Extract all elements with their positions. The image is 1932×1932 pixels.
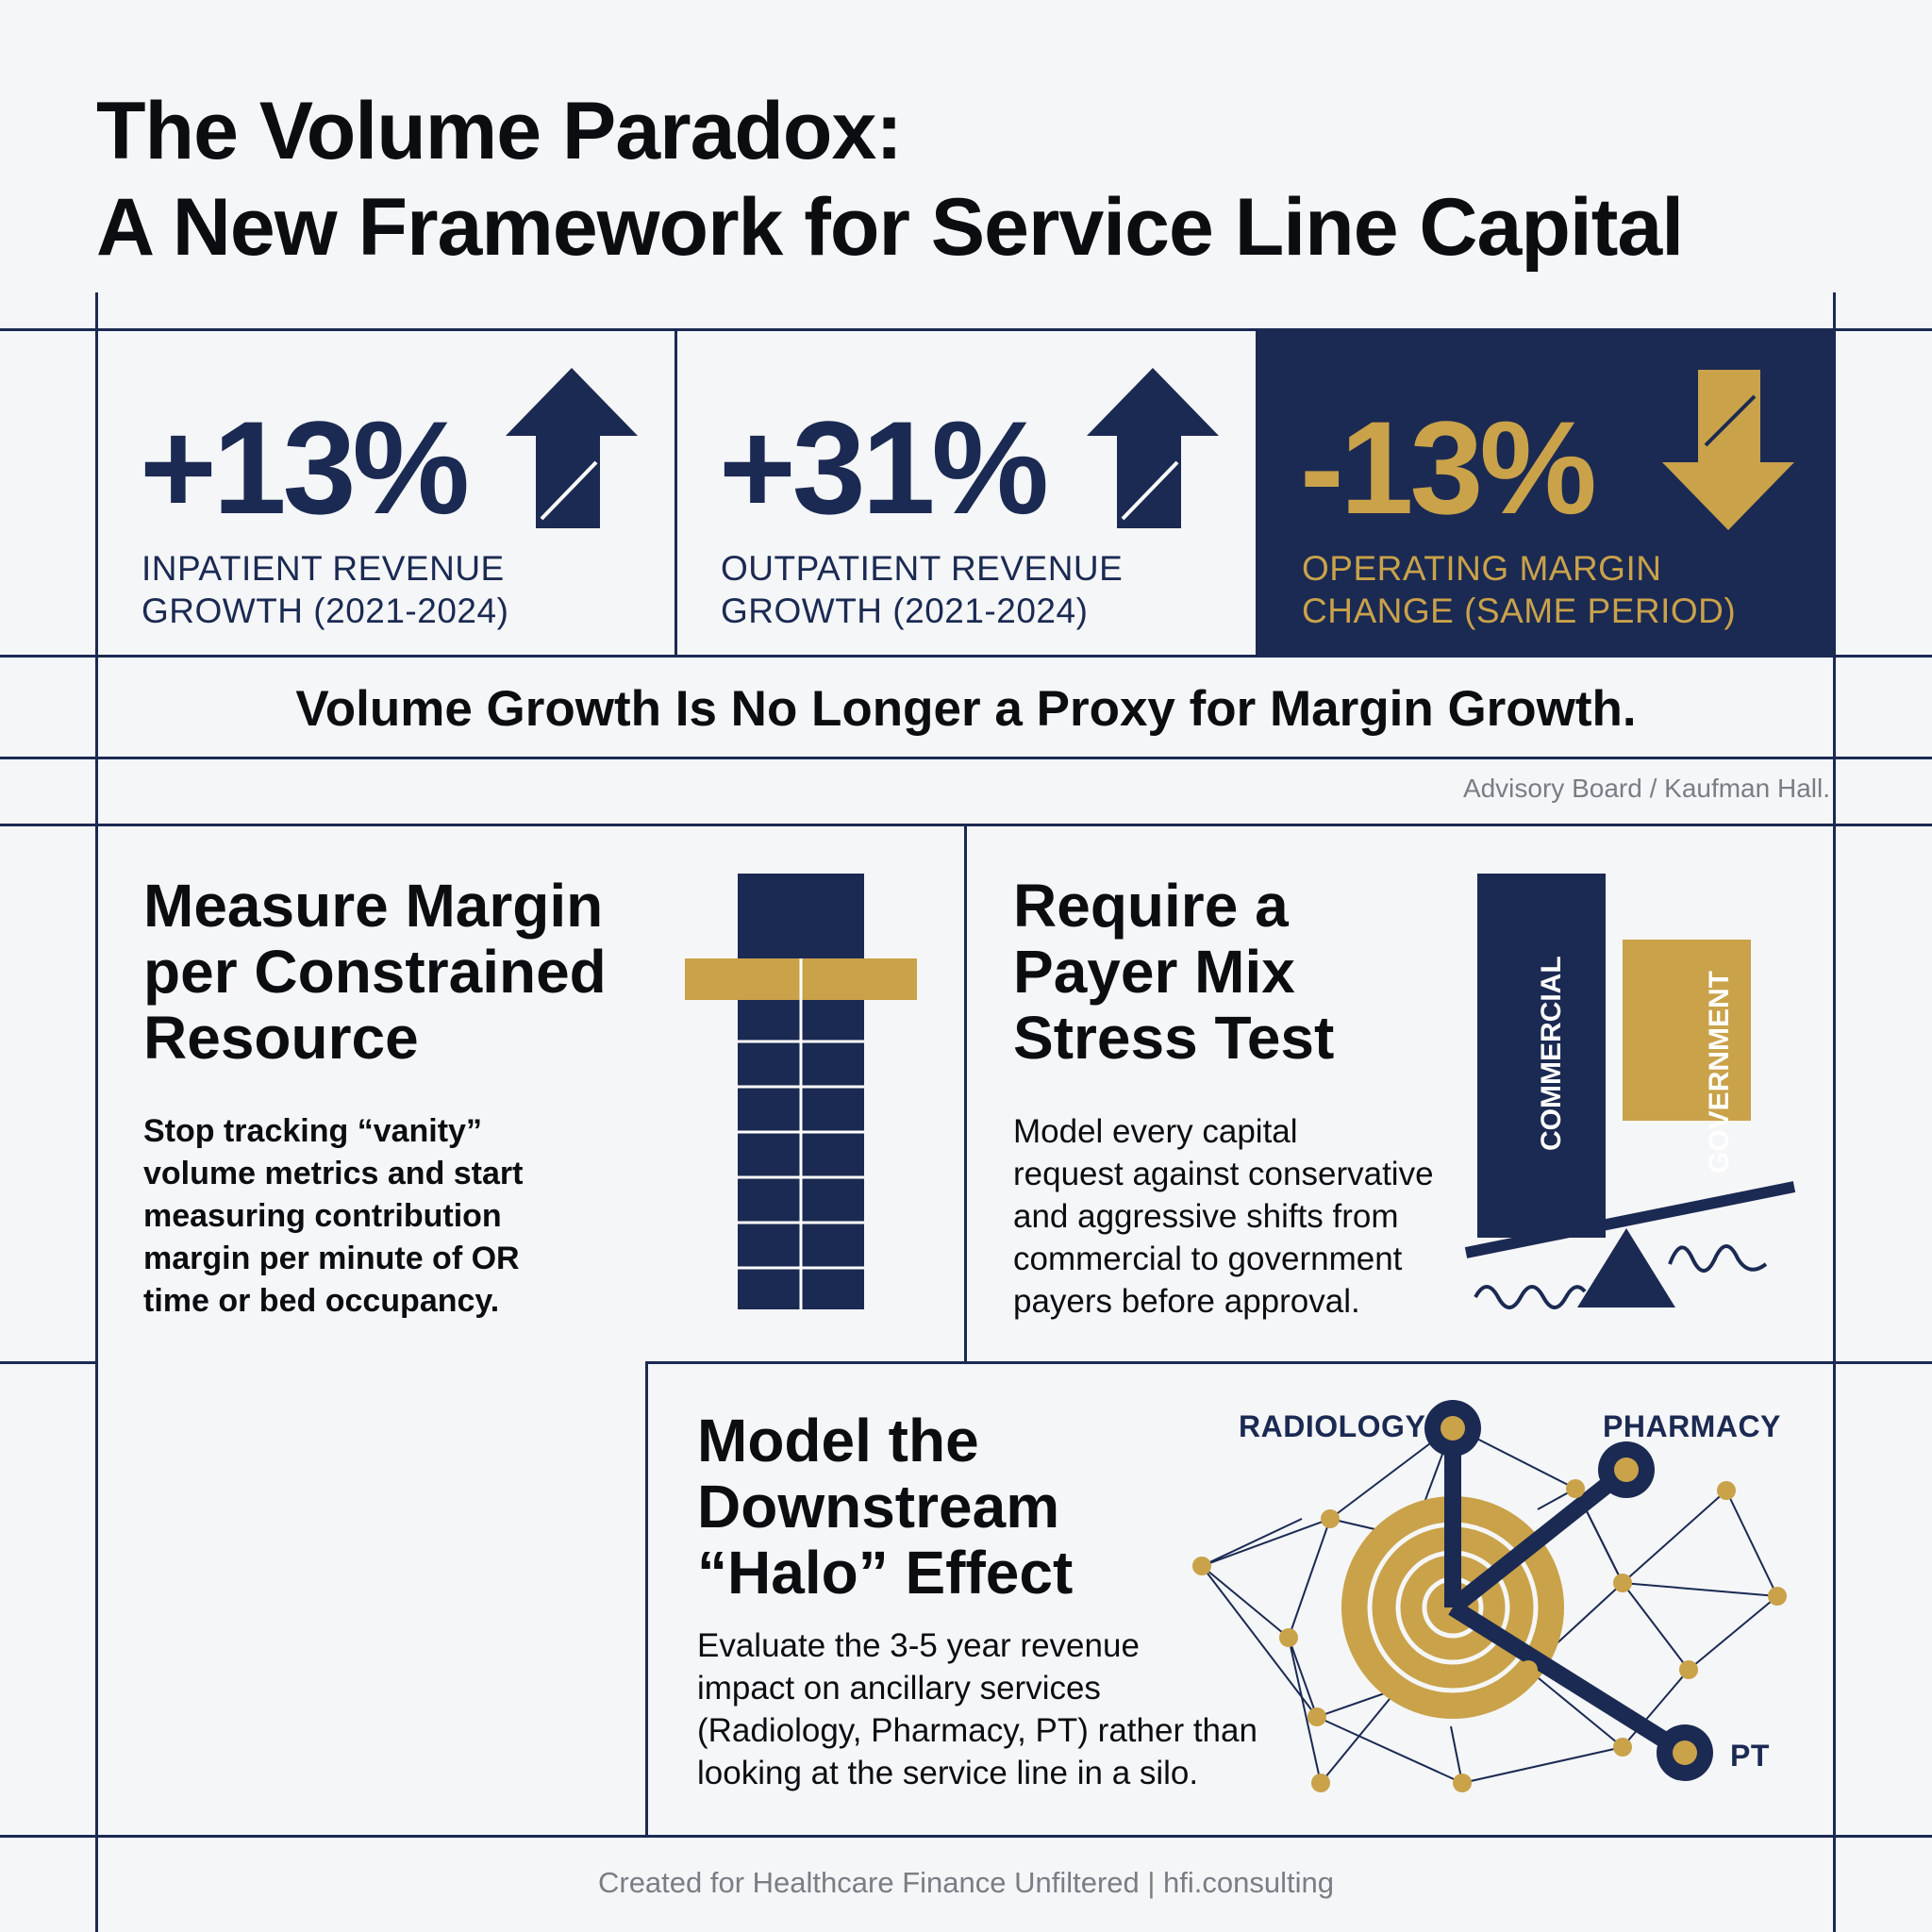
pharmacy-node-label: PHARMACY xyxy=(1603,1409,1781,1443)
source-citation: Advisory Board / Kaufman Hall. xyxy=(1462,774,1830,803)
title-line-1: The Volume Paradox: xyxy=(96,86,903,176)
section-body: Model every capital request against cons… xyxy=(1013,1113,1434,1320)
arrow-up-icon xyxy=(1087,368,1219,528)
stat-value: +13% xyxy=(140,393,470,541)
section-heading: Require a Payer Mix Stress Test xyxy=(1013,872,1335,1072)
section-body: Evaluate the 3-5 year revenue impact on … xyxy=(697,1627,1257,1791)
page-title: The Volume Paradox: A New Framework for … xyxy=(96,83,1684,275)
balance-scale-icon: COMMERCIAL GOVERNMENT xyxy=(1464,874,1796,1309)
grid-line xyxy=(0,757,1932,759)
stat-label: OUTPATIENT REVENUE GROWTH (2021-2024) xyxy=(721,549,1124,630)
stat-label: OPERATING MARGIN CHANGE (SAME PERIOD) xyxy=(1302,549,1737,630)
stat-value: -13% xyxy=(1300,393,1597,541)
grid-line xyxy=(645,1361,1932,1364)
grid-line xyxy=(0,328,1932,331)
grid-line xyxy=(645,1361,648,1835)
network-halo-icon xyxy=(1192,1400,1787,1792)
grid-line xyxy=(675,328,677,655)
grid-line xyxy=(1833,292,1836,1932)
radiology-node-label: RADIOLOGY xyxy=(1239,1409,1426,1443)
government-bar-label: GOVERNMENT xyxy=(1704,971,1735,1174)
grid-line xyxy=(0,655,1932,658)
stat-label: INPATIENT REVENUE GROWTH (2021-2024) xyxy=(142,549,509,630)
section-heading: Model the Downstream “Halo” Effect xyxy=(697,1407,1074,1607)
stat-value: +31% xyxy=(719,393,1049,541)
grid-line xyxy=(95,292,98,1932)
pt-node-label: PT xyxy=(1730,1739,1770,1773)
grid-line xyxy=(964,824,967,1361)
banner-statement: Volume Growth Is No Longer a Proxy for M… xyxy=(295,681,1637,737)
commercial-bar-label: COMMERCIAL xyxy=(1536,956,1567,1151)
constrained-resource-icon xyxy=(685,874,917,1309)
arrow-down-icon xyxy=(1662,370,1794,530)
grid-line xyxy=(0,1835,1932,1838)
section-heading: Measure Margin per Constrained Resource xyxy=(143,872,607,1072)
section-body: Stop tracking “vanity” volume metrics an… xyxy=(143,1113,524,1319)
title-line-2: A New Framework for Service Line Capital xyxy=(96,182,1684,273)
grid-line xyxy=(0,1361,98,1364)
footer-credit: Created for Healthcare Finance Unfiltere… xyxy=(597,1866,1334,1899)
arrow-up-icon xyxy=(506,368,638,528)
